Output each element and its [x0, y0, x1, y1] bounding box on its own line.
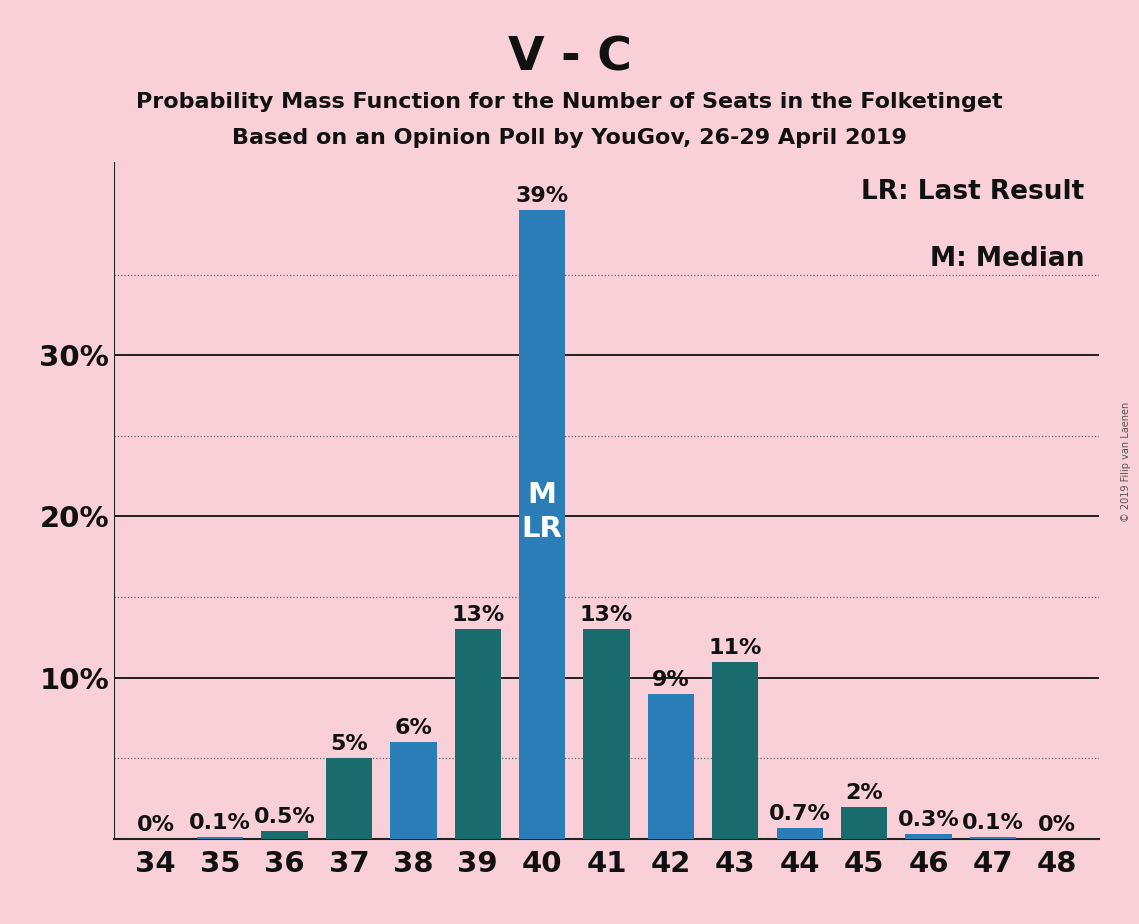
Bar — [391, 742, 436, 839]
Bar — [712, 662, 759, 839]
Text: M
LR: M LR — [522, 480, 563, 543]
Bar — [197, 837, 244, 839]
Bar — [261, 831, 308, 839]
Text: 0.3%: 0.3% — [898, 810, 959, 830]
Text: Probability Mass Function for the Number of Seats in the Folketinget: Probability Mass Function for the Number… — [137, 92, 1002, 113]
Text: V - C: V - C — [508, 35, 631, 80]
Text: 6%: 6% — [394, 718, 433, 738]
Text: 9%: 9% — [652, 670, 690, 690]
Bar — [777, 828, 822, 839]
Text: 0.1%: 0.1% — [962, 813, 1024, 833]
Text: Based on an Opinion Poll by YouGov, 26-29 April 2019: Based on an Opinion Poll by YouGov, 26-2… — [232, 128, 907, 148]
Bar — [969, 837, 1016, 839]
Text: 11%: 11% — [708, 638, 762, 658]
Text: 13%: 13% — [451, 605, 505, 626]
Text: 13%: 13% — [580, 605, 633, 626]
Text: 0%: 0% — [1039, 815, 1076, 835]
Text: M: Median: M: Median — [929, 247, 1084, 273]
Bar — [841, 807, 887, 839]
Text: 0.5%: 0.5% — [254, 807, 316, 827]
Bar — [454, 629, 501, 839]
Bar — [519, 210, 565, 839]
Text: 0%: 0% — [137, 815, 174, 835]
Bar — [583, 629, 630, 839]
Bar — [906, 834, 952, 839]
Text: 5%: 5% — [330, 735, 368, 754]
Text: 2%: 2% — [845, 783, 883, 803]
Text: © 2019 Filip van Laenen: © 2019 Filip van Laenen — [1121, 402, 1131, 522]
Text: 0.7%: 0.7% — [769, 804, 830, 823]
Bar — [326, 759, 372, 839]
Text: 39%: 39% — [516, 186, 568, 206]
Text: 0.1%: 0.1% — [189, 813, 251, 833]
Bar — [648, 694, 694, 839]
Text: LR: Last Result: LR: Last Result — [861, 178, 1084, 204]
